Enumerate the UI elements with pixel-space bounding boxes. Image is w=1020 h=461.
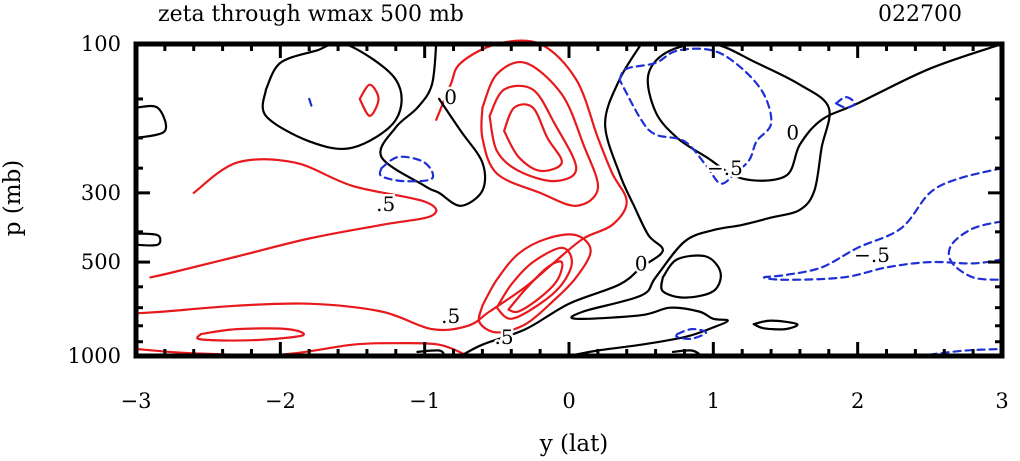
contour-line-12 (379, 42, 487, 207)
contour-line-17 (134, 104, 168, 139)
contour-label-1: 0 (786, 120, 799, 144)
chart-title: zeta through wmax 500 mb (158, 2, 464, 27)
x-tick-label-4: 1 (707, 389, 720, 413)
y-tick-label-1: 300 (81, 181, 121, 205)
contour-line-15 (660, 254, 722, 299)
contour-line-23 (947, 220, 1004, 281)
y-tick-label-0: 100 (81, 32, 121, 56)
contour-line-22 (762, 167, 1004, 281)
contour-line-1 (134, 39, 628, 332)
x-tick-label-6: 3 (995, 389, 1008, 413)
contour-line-21 (618, 47, 773, 185)
contour-line-6 (495, 246, 573, 320)
contour-line-11 (261, 41, 403, 151)
contour-line-25 (675, 327, 708, 340)
contour-layer (134, 39, 1004, 358)
contour-line-26 (834, 96, 856, 109)
y-tick-label-3: 1000 (68, 344, 121, 368)
y-tick-label-2: 500 (81, 250, 121, 274)
contour-label-7: −.5 (854, 243, 890, 267)
contour-line-3 (488, 84, 578, 183)
contour-line-24 (378, 155, 435, 183)
contour-line-13 (459, 42, 664, 358)
contour-line-8 (196, 327, 305, 342)
x-tick-label-0: −3 (121, 389, 152, 413)
contour-line-16 (752, 319, 799, 331)
contour-line-5 (477, 233, 592, 334)
contour-label-layer: 0 0 0 .5 .5 .5 −.5 −.5 (374, 83, 893, 352)
date-label: 022700 (878, 2, 962, 27)
contour-label-6: −.5 (707, 156, 743, 180)
tick-label-layer: −3 −2 −1 0 1 2 3 100 300 500 1000 (68, 32, 1009, 413)
contour-line-14 (567, 42, 1004, 358)
contour-line-7 (507, 260, 564, 314)
contour-line-9 (358, 83, 380, 117)
x-tick-label-2: −1 (409, 389, 440, 413)
contour-label-2: 0 (635, 251, 648, 275)
x-tick-label-3: 0 (562, 389, 575, 413)
contour-line-0 (149, 158, 438, 279)
contour-label-4: .5 (441, 304, 460, 328)
contour-line-2 (480, 61, 600, 207)
contour-line-4 (503, 103, 563, 173)
y-axis-label: p (mb) (0, 160, 26, 237)
contour-line-28 (308, 97, 314, 109)
contour-label-0: 0 (444, 85, 457, 109)
x-tick-label-1: −2 (265, 389, 296, 413)
plot-frame (133, 41, 1005, 359)
contour-label-5: .5 (495, 325, 514, 349)
contour-line-18 (134, 232, 162, 247)
x-tick-label-5: 2 (851, 389, 864, 413)
contour-label-3: .5 (376, 192, 395, 216)
x-axis-label: y (lat) (539, 431, 609, 457)
